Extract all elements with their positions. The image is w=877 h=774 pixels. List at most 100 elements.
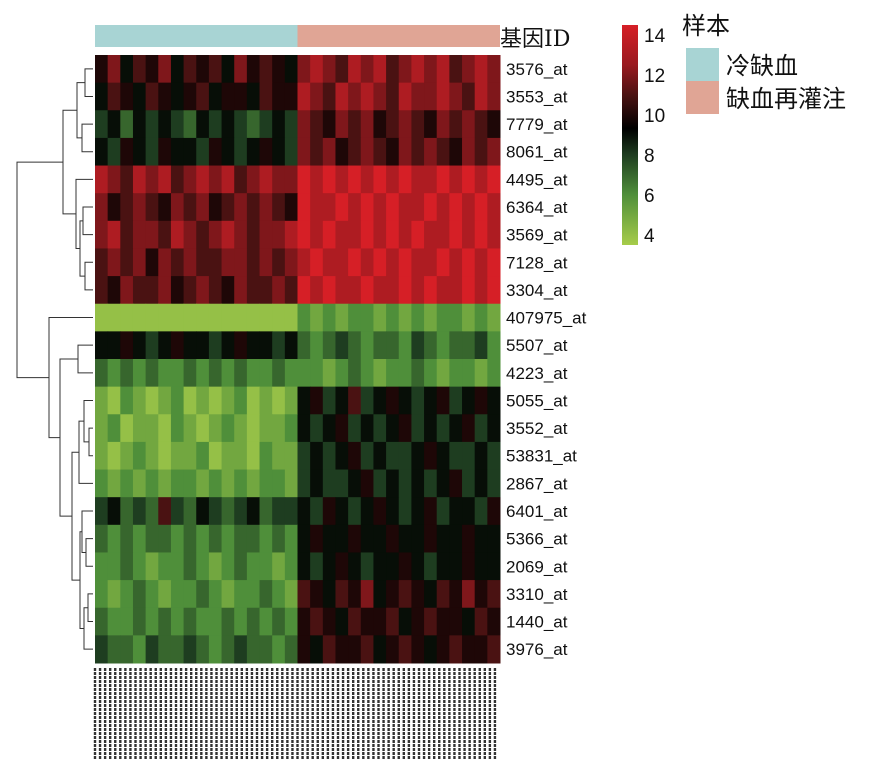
heatmap-cell	[246, 524, 261, 553]
heatmap-cell	[373, 497, 387, 526]
heatmap-cell	[107, 331, 121, 360]
heatmap-cell	[386, 82, 400, 111]
heatmap-cell	[360, 331, 374, 360]
heatmap-cell	[398, 110, 412, 139]
heatmap-cell	[132, 441, 147, 471]
heatmap-cell	[132, 635, 147, 664]
heatmap-cell	[208, 414, 223, 443]
heatmap-cell	[474, 331, 488, 360]
heatmap-cell	[208, 635, 223, 664]
heatmap-cell	[145, 414, 159, 443]
heatmap-cell	[234, 359, 248, 388]
heatmap-cell	[246, 248, 261, 277]
heatmap-cell	[297, 82, 311, 111]
heatmap-cell	[348, 165, 362, 194]
heatmap-cell	[95, 303, 109, 332]
heatmap-cell	[411, 193, 425, 222]
heatmap-cell	[132, 524, 147, 553]
heatmap-cell	[424, 248, 438, 277]
heatmap-cell	[462, 248, 476, 277]
heatmap-cell	[398, 580, 412, 609]
heatmap-cell	[132, 580, 147, 609]
heatmap-cell	[424, 524, 438, 553]
heatmap-cell	[335, 607, 349, 636]
heatmap-cell	[310, 580, 324, 609]
heatmap-cell	[322, 303, 336, 332]
heatmap-cell	[208, 276, 223, 305]
heatmap-cell	[132, 276, 147, 305]
heatmap-cell	[310, 635, 324, 664]
heatmap-cell	[246, 137, 261, 167]
colorbar-ticks: 4 6 8 10 12 14	[644, 26, 666, 247]
heatmap-cell	[462, 331, 476, 360]
heatmap-cell	[322, 580, 336, 609]
heatmap-cell	[386, 580, 400, 609]
heatmap-cell	[246, 580, 261, 609]
heatmap-cell	[132, 386, 147, 415]
heatmap-cell	[449, 469, 463, 498]
heatmap-cell	[360, 276, 374, 305]
heatmap-cell	[246, 635, 261, 664]
heatmap-cell	[360, 359, 374, 388]
heatmap-cell	[234, 303, 248, 332]
heatmap-cell	[272, 220, 286, 249]
heatmap-cell	[208, 441, 223, 471]
heatmap-cell	[284, 497, 298, 526]
heatmap-cell	[411, 580, 425, 609]
heatmap-cell	[335, 386, 349, 415]
heatmap-cell	[474, 469, 488, 498]
heatmap-cell	[196, 82, 210, 111]
heatmap-cell	[462, 635, 476, 664]
heatmap-cell	[310, 552, 324, 581]
heatmap-cell	[487, 607, 501, 636]
row-label: 2867_at	[506, 474, 568, 493]
heatmap-cell	[107, 303, 121, 332]
row-label: 3553_at	[506, 87, 568, 106]
heatmap-cell	[246, 552, 261, 581]
heatmap-cell	[386, 607, 400, 636]
heatmap-cell	[259, 193, 273, 222]
heatmap-cell	[462, 607, 476, 636]
heatmap-cell	[360, 110, 374, 139]
heatmap-cell	[246, 497, 261, 526]
heatmap-cell	[145, 165, 159, 194]
heatmap-cell	[208, 580, 223, 609]
heatmap-cell	[120, 248, 134, 277]
heatmap-cell	[132, 359, 147, 388]
heatmap-cell	[183, 441, 197, 471]
heatmap-cell	[221, 110, 235, 139]
heatmap-cell	[297, 55, 311, 84]
heatmap-cell	[436, 55, 450, 84]
heatmap-cell	[196, 607, 210, 636]
heatmap-cell	[373, 386, 387, 415]
heatmap-cell	[322, 441, 336, 471]
heatmap-cell	[487, 248, 501, 277]
heatmap-cell	[373, 220, 387, 249]
heatmap-cell	[145, 552, 159, 581]
heatmap-cell	[246, 607, 261, 636]
heatmap-cell	[360, 580, 374, 609]
heatmap-cell	[120, 552, 134, 581]
heatmap-cell	[411, 359, 425, 388]
heatmap-cell	[196, 331, 210, 360]
colorbar-tick-label: 4	[644, 226, 655, 247]
heatmap-cell	[145, 441, 159, 471]
heatmap-cell	[360, 137, 374, 167]
heatmap-cell	[158, 82, 172, 111]
heatmap-cell	[95, 524, 109, 553]
heatmap-cell	[322, 524, 336, 553]
heatmap-cell	[170, 524, 185, 553]
heatmap-cell	[246, 110, 261, 139]
heatmap-cell	[170, 497, 185, 526]
heatmap-cell	[449, 524, 463, 553]
heatmap-cell	[474, 414, 488, 443]
heatmap-cell	[221, 635, 235, 664]
heatmap-cell	[259, 580, 273, 609]
heatmap-cell	[234, 276, 248, 305]
heatmap-cell	[120, 137, 134, 167]
heatmap-cell	[221, 386, 235, 415]
heatmap-cell	[424, 137, 438, 167]
heatmap-cell	[360, 165, 374, 194]
heatmap-cell	[132, 303, 147, 332]
heatmap-cell	[310, 55, 324, 84]
